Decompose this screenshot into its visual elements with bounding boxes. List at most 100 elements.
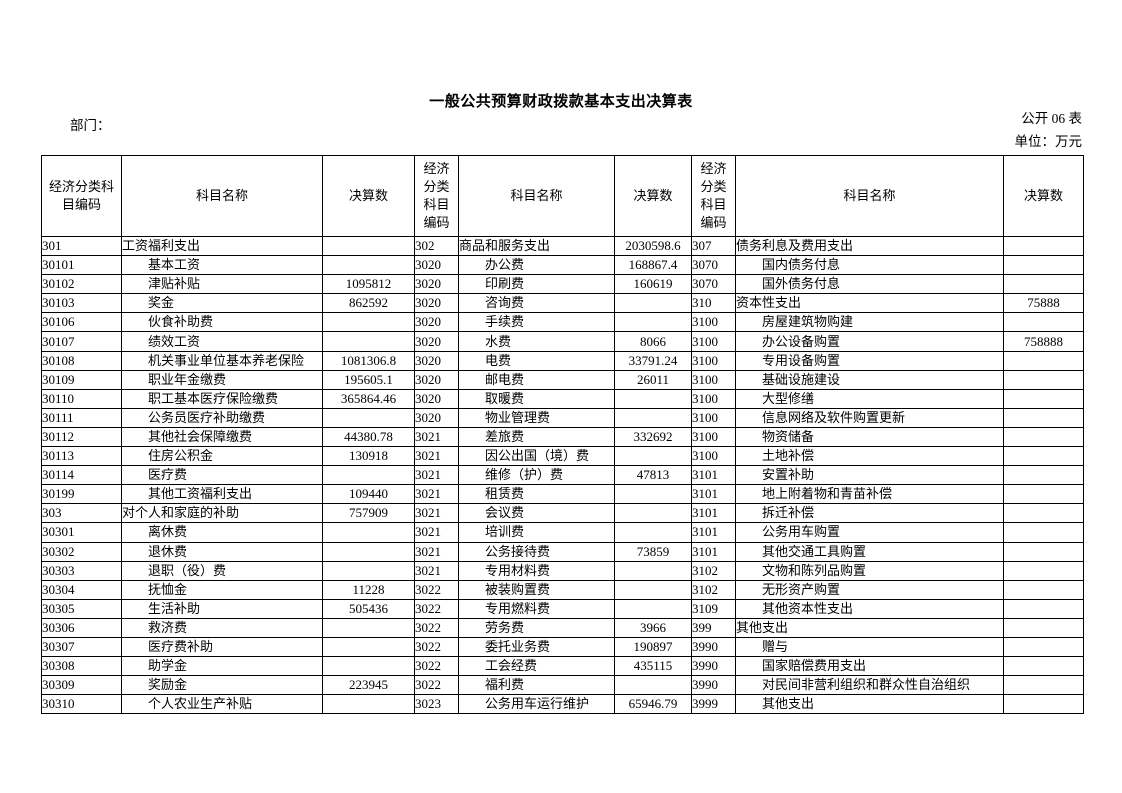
cell-name: 赠与 [735, 636, 1004, 658]
cell-name: 安置补助 [735, 465, 1004, 486]
cell-name: 地上附着物和青苗补偿 [735, 484, 1004, 505]
cell-name: 退休费 [121, 541, 323, 562]
cell-code: 3020 [414, 407, 459, 428]
cell-amount [614, 484, 692, 505]
cell-amount [322, 560, 415, 581]
cell-code: 3101 [691, 465, 736, 486]
cell-code: 3101 [691, 541, 736, 562]
cell-code: 30109 [41, 369, 122, 390]
cell-amount [1003, 503, 1084, 524]
table-row: 30101 基本工资 3020 办公费 168867.4 3070 国内债务付息 [41, 255, 1084, 276]
cell-code: 3999 [691, 694, 736, 715]
cell-amount [614, 446, 692, 467]
cell-amount [614, 388, 692, 409]
cell-amount: 44380.78 [322, 426, 415, 448]
cell-code: 30114 [41, 465, 122, 486]
cell-name: 文物和陈列品购置 [735, 560, 1004, 581]
cell-name: 房屋建筑物购建 [735, 312, 1004, 333]
cell-amount [322, 235, 415, 257]
cell-amount [1003, 598, 1084, 619]
table-row: 303 对个人和家庭的补助 757909 3021 会议费 3101 拆迁补偿 [41, 503, 1084, 524]
cell-amount: 1081306.8 [322, 350, 415, 371]
cell-code: 3070 [691, 255, 736, 276]
cell-amount [1003, 255, 1084, 276]
cell-amount [614, 407, 692, 428]
table-row: 301 工资福利支出 302 商品和服务支出 2030598.6 307 债务利息及费用支出 [41, 235, 1084, 257]
cell-code: 3020 [414, 388, 459, 409]
cell-name: 差旅费 [458, 426, 615, 448]
cell-amount [1003, 350, 1084, 371]
cell-name: 因公出国（境）费 [458, 446, 615, 467]
table-row: 30114 医疗费 3021 维修（护）费 47813 3101 安置补助 [41, 465, 1084, 486]
cell-code: 3100 [691, 446, 736, 467]
header-amount-1: 决算数 [322, 155, 415, 237]
cell-amount: 195605.1 [322, 369, 415, 390]
cell-name: 委托业务费 [458, 636, 615, 658]
table-row: 30303 退职（役）费 3021 专用材料费 3102 文物和陈列品购置 [41, 560, 1084, 581]
cell-amount: 758888 [1003, 331, 1084, 352]
cell-code: 30307 [41, 636, 122, 658]
cell-code: 3021 [414, 522, 459, 543]
cell-code: 3020 [414, 312, 459, 333]
cell-name: 培训费 [458, 522, 615, 543]
cell-amount [322, 541, 415, 562]
cell-amount: 109440 [322, 484, 415, 505]
cell-amount: 65946.79 [614, 694, 692, 715]
cell-code: 30101 [41, 255, 122, 276]
cell-code: 30308 [41, 656, 122, 677]
table-header: 经济分类科 目编码 科目名称 决算数 经济 分类 科目 编码 科目名称 决算数 … [41, 155, 1084, 237]
department-label: 部门： [70, 118, 111, 133]
cell-code: 30301 [41, 522, 122, 543]
cell-name: 抚恤金 [121, 579, 323, 600]
cell-name: 个人农业生产补贴 [121, 694, 323, 715]
cell-amount: 505436 [322, 598, 415, 619]
cell-code: 3020 [414, 369, 459, 390]
cell-amount [322, 255, 415, 276]
cell-name: 会议费 [458, 503, 615, 524]
table-row: 30110 职工基本医疗保险缴费 365864.46 3020 取暖费 3100 大型… [41, 388, 1084, 409]
cell-amount [322, 522, 415, 543]
cell-code: 3102 [691, 560, 736, 581]
cell-name: 其他交通工具购置 [735, 541, 1004, 562]
table-row: 30301 离休费 3021 培训费 3101 公务用车购置 [41, 522, 1084, 543]
cell-name: 福利费 [458, 675, 615, 696]
cell-name: 被装购置费 [458, 579, 615, 600]
cell-code: 3990 [691, 656, 736, 677]
cell-amount: 1095812 [322, 274, 415, 295]
cell-amount [614, 522, 692, 543]
cell-name: 住房公积金 [121, 446, 323, 467]
cell-name: 助学金 [121, 656, 323, 677]
cell-amount [614, 560, 692, 581]
cell-amount: 33791.24 [614, 350, 692, 371]
header-code-1: 经济分类科 目编码 [41, 155, 122, 237]
cell-code: 3100 [691, 388, 736, 409]
cell-amount: 26011 [614, 369, 692, 390]
cell-amount: 2030598.6 [614, 235, 692, 257]
table-number-label: 公开 06 表 [1021, 111, 1082, 126]
cell-name: 机关事业单位基本养老保险 [121, 350, 323, 371]
table-row: 30310 个人农业生产补贴 3023 公务用车运行维护 65946.79 3999 … [41, 694, 1084, 715]
cell-code: 30102 [41, 274, 122, 295]
cell-name: 手续费 [458, 312, 615, 333]
cell-code: 3100 [691, 350, 736, 371]
cell-name: 奖金 [121, 293, 323, 314]
cell-code: 3020 [414, 331, 459, 352]
cell-amount [1003, 617, 1084, 638]
cell-amount [1003, 426, 1084, 448]
cell-name: 办公费 [458, 255, 615, 276]
table-row: 30306 救济费 3022 劳务费 3966 399 其他支出 [41, 617, 1084, 638]
page-title: 一般公共预算财政拨款基本支出决算表 [429, 94, 693, 110]
cell-name: 国内债务付息 [735, 255, 1004, 276]
cell-amount [614, 293, 692, 314]
cell-code: 3020 [414, 350, 459, 371]
cell-code: 3021 [414, 426, 459, 448]
cell-code: 303 [41, 503, 122, 524]
cell-code: 302 [414, 235, 459, 257]
cell-name: 对民间非营利组织和群众性自治组织 [735, 675, 1004, 696]
cell-amount [1003, 694, 1084, 715]
cell-code: 3100 [691, 426, 736, 448]
cell-name: 其他社会保障缴费 [121, 426, 323, 448]
cell-code: 3100 [691, 369, 736, 390]
cell-amount [322, 694, 415, 715]
cell-amount [1003, 522, 1084, 543]
